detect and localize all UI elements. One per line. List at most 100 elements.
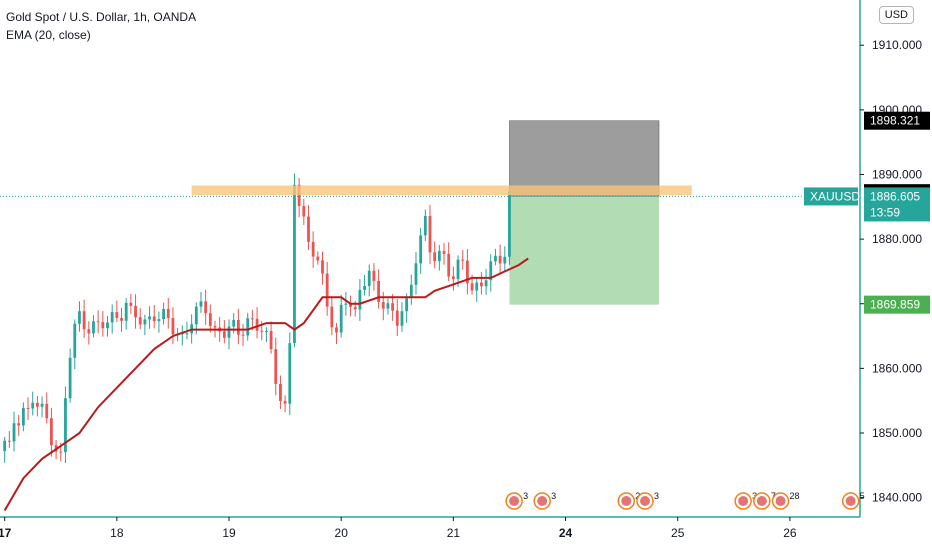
candle-body[interactable] xyxy=(45,403,49,419)
candle-body[interactable] xyxy=(50,418,53,446)
candle-body[interactable] xyxy=(194,306,198,325)
candle-body[interactable] xyxy=(503,256,507,264)
candle-body[interactable] xyxy=(222,331,226,338)
candle-body[interactable] xyxy=(40,403,44,407)
candle-body[interactable] xyxy=(484,280,488,287)
candle-body[interactable] xyxy=(120,317,123,321)
candle-body[interactable] xyxy=(381,301,385,309)
candle-body[interactable] xyxy=(363,285,366,290)
candle-body[interactable] xyxy=(377,280,380,302)
candle-body[interactable] xyxy=(437,250,441,262)
candle-body[interactable] xyxy=(335,327,338,333)
candle-body[interactable] xyxy=(372,270,376,281)
candle-body[interactable] xyxy=(489,261,493,281)
candle-body[interactable] xyxy=(302,205,306,217)
candle-body[interactable] xyxy=(110,312,114,323)
candle-body[interactable] xyxy=(358,289,362,310)
candle-body[interactable] xyxy=(498,255,502,264)
candle-body[interactable] xyxy=(367,270,371,286)
candle-body[interactable] xyxy=(465,260,469,284)
candle-body[interactable] xyxy=(311,241,315,257)
candle-body[interactable] xyxy=(68,357,72,399)
candle-body[interactable] xyxy=(148,316,151,320)
candle-body[interactable] xyxy=(3,440,7,452)
candle-body[interactable] xyxy=(349,303,352,307)
take-profit-zone[interactable] xyxy=(509,196,660,305)
candle-body[interactable] xyxy=(246,318,250,336)
candle-body[interactable] xyxy=(409,284,413,299)
candle-body[interactable] xyxy=(106,322,109,329)
candle-body[interactable] xyxy=(269,331,273,350)
candle-body[interactable] xyxy=(17,423,21,426)
candle-body[interactable] xyxy=(92,321,95,334)
candle-body[interactable] xyxy=(414,263,418,285)
candle-body[interactable] xyxy=(428,215,432,253)
candle-body[interactable] xyxy=(274,349,278,384)
candle-body[interactable] xyxy=(330,306,334,328)
candle-body[interactable] xyxy=(96,321,100,323)
candle-body[interactable] xyxy=(419,235,423,264)
candle-body[interactable] xyxy=(73,323,77,358)
candle-body[interactable] xyxy=(227,326,231,338)
candle-body[interactable] xyxy=(82,311,86,330)
candle-body[interactable] xyxy=(400,311,404,326)
candle-body[interactable] xyxy=(344,303,348,305)
symbol-tag[interactable] xyxy=(804,187,858,206)
candle-body[interactable] xyxy=(7,440,11,442)
candle-body[interactable] xyxy=(433,252,437,262)
resistance-zone[interactable] xyxy=(191,185,692,196)
candle-body[interactable] xyxy=(353,306,357,310)
candle-body[interactable] xyxy=(255,318,259,331)
candle-body[interactable] xyxy=(316,256,320,261)
candle-body[interactable] xyxy=(12,423,16,442)
candle-body[interactable] xyxy=(386,303,390,309)
candle-body[interactable] xyxy=(241,334,245,336)
candle-body[interactable] xyxy=(199,301,203,307)
candle-body[interactable] xyxy=(494,255,497,262)
candle-body[interactable] xyxy=(395,310,399,326)
candle-body[interactable] xyxy=(339,304,343,333)
candle-body[interactable] xyxy=(451,276,455,280)
candle-body[interactable] xyxy=(166,308,170,319)
candle-body[interactable] xyxy=(307,216,310,242)
candle-body[interactable] xyxy=(293,184,296,344)
candle-body[interactable] xyxy=(265,331,268,333)
candle-body[interactable] xyxy=(78,311,81,324)
candle-body[interactable] xyxy=(456,259,460,280)
candle-body[interactable] xyxy=(64,398,67,453)
candle-body[interactable] xyxy=(480,282,483,287)
candle-body[interactable] xyxy=(250,318,254,320)
candle-body[interactable] xyxy=(35,402,39,407)
candle-body[interactable] xyxy=(59,451,63,453)
candle-body[interactable] xyxy=(138,317,142,325)
candle-body[interactable] xyxy=(134,305,137,318)
candle-body[interactable] xyxy=(475,282,479,291)
candle-body[interactable] xyxy=(124,302,128,321)
candle-body[interactable] xyxy=(325,273,329,307)
candle-body[interactable] xyxy=(171,318,175,335)
candle-body[interactable] xyxy=(297,184,301,206)
candle-body[interactable] xyxy=(442,250,446,254)
candle-body[interactable] xyxy=(204,301,208,314)
candle-body[interactable] xyxy=(405,298,409,312)
candle-body[interactable] xyxy=(321,260,324,274)
candle-body[interactable] xyxy=(236,319,240,335)
candle-body[interactable] xyxy=(213,325,217,328)
candle-body[interactable] xyxy=(447,253,451,277)
candle-body[interactable] xyxy=(185,333,189,335)
candle-body[interactable] xyxy=(283,400,287,404)
candle-body[interactable] xyxy=(208,313,212,326)
candle-body[interactable] xyxy=(31,402,35,409)
candle-body[interactable] xyxy=(143,319,147,325)
candle-body[interactable] xyxy=(115,312,119,318)
candle-body[interactable] xyxy=(461,259,465,261)
candle-body[interactable] xyxy=(232,319,236,327)
candle-body[interactable] xyxy=(279,383,282,401)
candle-body[interactable] xyxy=(129,302,133,306)
currency-button[interactable]: USD xyxy=(878,6,914,24)
candle-body[interactable] xyxy=(162,308,165,320)
candle-body[interactable] xyxy=(21,407,25,426)
candle-body[interactable] xyxy=(152,316,156,322)
